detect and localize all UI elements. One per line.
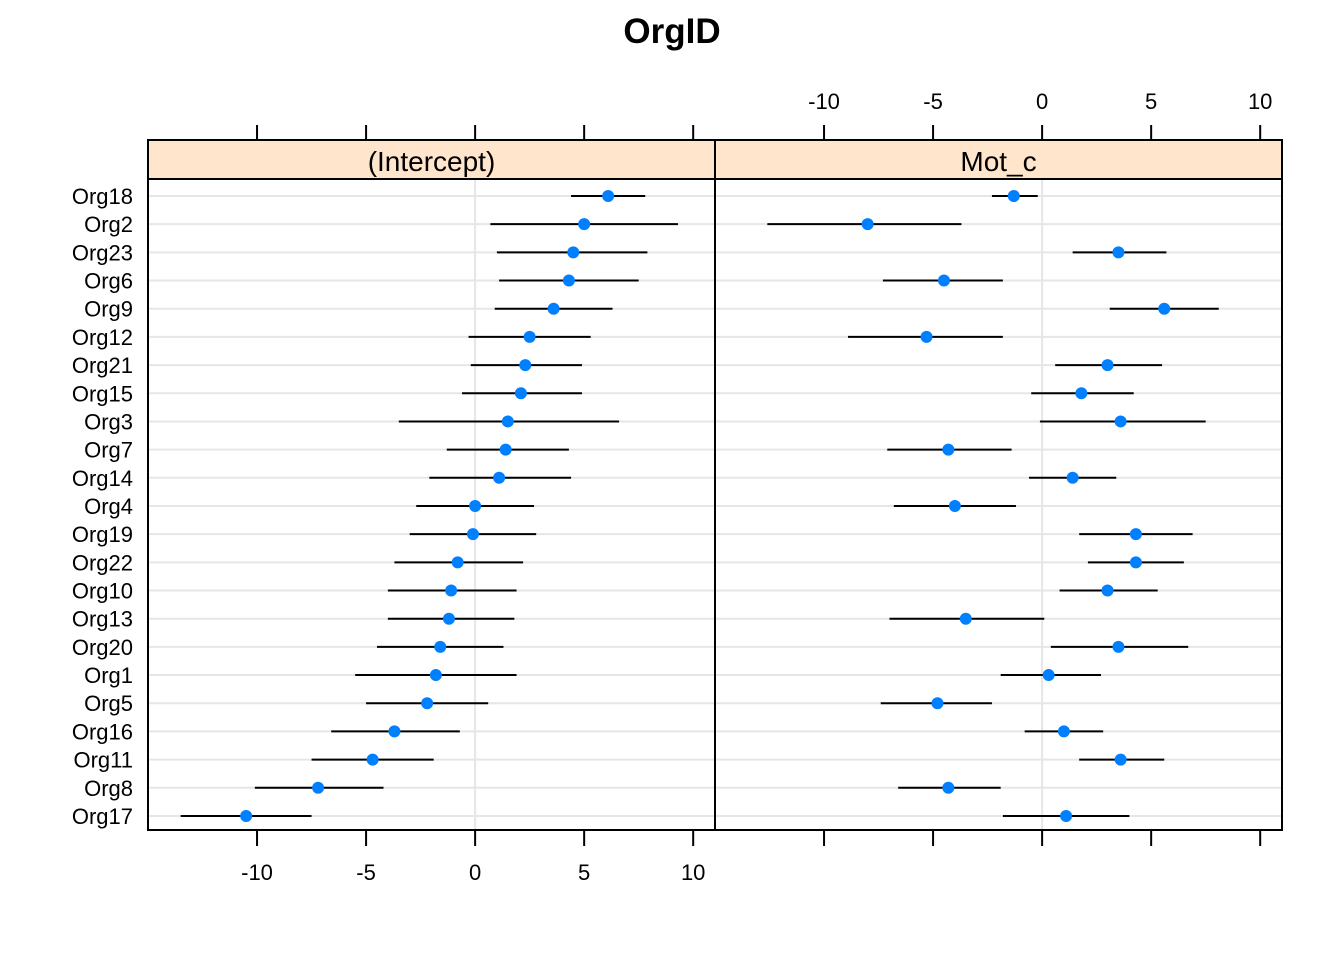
x-tick-label: 0 bbox=[469, 860, 481, 885]
estimate-point bbox=[1101, 359, 1114, 372]
estimate-point bbox=[519, 359, 532, 372]
category-label: Org18 bbox=[72, 184, 133, 209]
strip-background bbox=[147, 139, 716, 180]
estimate-point bbox=[931, 697, 944, 710]
estimate-point bbox=[445, 584, 458, 597]
category-label: Org21 bbox=[72, 353, 133, 378]
category-label: Org12 bbox=[72, 325, 133, 350]
estimate-point bbox=[1158, 302, 1171, 315]
x-tick-label: 5 bbox=[1145, 89, 1157, 114]
estimate-point bbox=[937, 274, 950, 287]
x-tick-label: 10 bbox=[681, 860, 705, 885]
estimate-point bbox=[1075, 387, 1088, 400]
category-labels: Org18 Org2 Org23 Org6 Org9 Org12 Org21 Org15 Org… bbox=[72, 184, 133, 829]
estimate-point bbox=[469, 499, 482, 512]
estimate-point bbox=[366, 753, 379, 766]
estimate-point bbox=[1060, 809, 1073, 822]
x-tick-label: -10 bbox=[241, 860, 273, 885]
panel-1: Mot_c -10 -5 0 5 10 bbox=[714, 89, 1283, 846]
category-label: Org1 bbox=[84, 663, 133, 688]
category-label: Org15 bbox=[72, 381, 133, 406]
estimate-point bbox=[602, 190, 615, 202]
estimate-point bbox=[920, 330, 933, 343]
estimate-point bbox=[1007, 190, 1020, 202]
x-tick-label: 10 bbox=[1248, 89, 1272, 114]
estimate-point bbox=[942, 781, 955, 794]
estimate-point bbox=[942, 443, 955, 456]
estimate-point bbox=[451, 556, 464, 569]
estimate-point bbox=[466, 528, 479, 541]
category-label: Org5 bbox=[84, 691, 133, 716]
estimate-point bbox=[1112, 640, 1125, 653]
category-label: Org6 bbox=[84, 269, 133, 294]
estimate-point bbox=[312, 781, 325, 794]
estimate-point bbox=[562, 274, 575, 287]
x-tick-label: -5 bbox=[923, 89, 943, 114]
category-label: Org20 bbox=[72, 635, 133, 660]
category-label: Org8 bbox=[84, 776, 133, 801]
chart-title: OrgID bbox=[623, 12, 720, 51]
estimate-point bbox=[421, 697, 434, 710]
panel-border bbox=[147, 139, 716, 831]
estimate-point bbox=[434, 640, 447, 653]
estimate-point bbox=[1066, 471, 1079, 484]
estimate-point bbox=[1129, 556, 1142, 569]
category-label: Org7 bbox=[84, 438, 133, 463]
category-label: Org10 bbox=[72, 579, 133, 604]
x-tick-label: 0 bbox=[1036, 89, 1048, 114]
estimate-point bbox=[567, 246, 580, 259]
x-tick-label: 5 bbox=[578, 860, 590, 885]
estimate-point bbox=[1042, 669, 1055, 682]
estimate-point bbox=[948, 499, 961, 512]
strip-label: (Intercept) bbox=[368, 146, 496, 177]
estimate-point bbox=[1114, 753, 1127, 766]
category-label: Org9 bbox=[84, 297, 133, 322]
estimate-point bbox=[514, 387, 527, 400]
category-label: Org16 bbox=[72, 719, 133, 744]
estimate-point bbox=[1057, 725, 1070, 738]
category-label: Org11 bbox=[73, 748, 133, 773]
estimate-point bbox=[429, 669, 442, 682]
x-tick-label: -5 bbox=[356, 860, 376, 885]
category-label: Org4 bbox=[84, 494, 133, 519]
x-tick-label: -10 bbox=[808, 89, 840, 114]
estimate-point bbox=[1101, 584, 1114, 597]
category-label: Org14 bbox=[72, 466, 133, 491]
category-label: Org22 bbox=[72, 550, 133, 575]
estimate-point bbox=[1112, 246, 1125, 259]
estimate-point bbox=[861, 218, 874, 231]
category-label: Org17 bbox=[72, 804, 133, 829]
estimate-point bbox=[547, 302, 560, 315]
estimate-point bbox=[1129, 528, 1142, 541]
estimate-point bbox=[501, 415, 514, 428]
panel-0: (Intercept) -10 -5 0 5 10 bbox=[147, 125, 716, 885]
category-label: Org23 bbox=[72, 240, 133, 265]
category-label: Org3 bbox=[84, 409, 133, 434]
category-label: Org13 bbox=[72, 607, 133, 632]
estimate-point bbox=[493, 471, 506, 484]
estimate-point bbox=[523, 330, 536, 343]
category-label: Org19 bbox=[72, 522, 133, 547]
estimate-point bbox=[578, 218, 591, 231]
estimate-point bbox=[388, 725, 401, 738]
estimate-point bbox=[240, 809, 253, 822]
estimate-point bbox=[959, 612, 972, 625]
category-label: Org2 bbox=[84, 212, 133, 237]
strip-label: Mot_c bbox=[960, 146, 1036, 177]
estimate-point bbox=[1114, 415, 1127, 428]
panel-border bbox=[714, 139, 1283, 831]
estimate-point bbox=[499, 443, 512, 456]
estimate-point bbox=[442, 612, 455, 625]
